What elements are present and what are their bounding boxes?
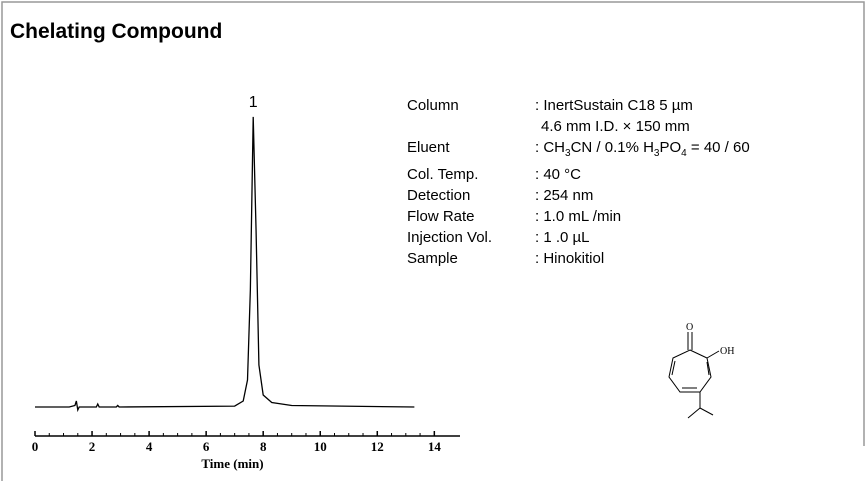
condition-row: Col. Temp. : 40 °C bbox=[407, 164, 750, 185]
subscript: 4 bbox=[681, 148, 687, 159]
condition-label: Column bbox=[407, 97, 459, 114]
condition-label bbox=[407, 116, 535, 137]
x-axis-label: Time (min) bbox=[201, 456, 263, 471]
text-segment: CN / 0.1% H bbox=[570, 139, 654, 156]
text-segment: PO bbox=[659, 139, 682, 156]
text-segment: : 1 .0 µL bbox=[535, 229, 590, 246]
trace bbox=[35, 116, 415, 413]
condition-row: Sample : Hinokitiol bbox=[407, 248, 750, 269]
x-tick-label: 12 bbox=[371, 439, 384, 454]
x-tick-label: 4 bbox=[146, 439, 153, 454]
x-tick-label: 14 bbox=[428, 439, 442, 454]
condition-label: Detection bbox=[407, 187, 471, 204]
condition-row: Flow Rate : 1.0 mL /min bbox=[407, 206, 750, 227]
text-segment: : Hinokitiol bbox=[535, 250, 605, 267]
x-tick-label: 0 bbox=[32, 439, 39, 454]
condition-label: Col. Temp. bbox=[407, 166, 479, 183]
conditions: Column : InertSustain C18 5 µm 4.6 mm I.D.… bbox=[407, 95, 750, 269]
condition-value: : 1 .0 µL bbox=[535, 227, 590, 248]
x-tick-label: 2 bbox=[89, 439, 96, 454]
condition-label: Sample bbox=[407, 250, 458, 267]
subscript: 3 bbox=[565, 148, 571, 159]
text-segment: : 40 °C bbox=[535, 166, 582, 183]
condition-value: : 254 nm bbox=[535, 185, 593, 206]
condition-value: : 40 °C bbox=[535, 164, 581, 185]
condition-label: Eluent bbox=[407, 139, 450, 156]
text-segment: : InertSustain C18 5 µm bbox=[535, 97, 693, 114]
condition-value: : Hinokitiol bbox=[535, 248, 604, 269]
x-tick-label: 8 bbox=[260, 439, 267, 454]
condition-value: : InertSustain C18 5 µm bbox=[535, 95, 693, 116]
chart-title: Chelating Compound bbox=[10, 20, 223, 43]
condition-label: Flow Rate bbox=[407, 208, 475, 225]
condition-label: Injection Vol. bbox=[407, 229, 493, 246]
condition-row: Column : InertSustain C18 5 µm bbox=[407, 95, 750, 116]
text-segment: = 40 / 60 bbox=[686, 139, 750, 156]
svg-text:O: O bbox=[686, 322, 693, 333]
text-segment: : 1.0 mL /min bbox=[535, 208, 622, 225]
text-segment: 4.6 mm I.D. × 150 mm bbox=[541, 118, 690, 135]
condition-row: Eluent: CH3CN / 0.1% H3PO4 = 40 / 60 bbox=[407, 137, 750, 164]
condition-value: : 1.0 mL /min bbox=[535, 206, 621, 227]
structure: O OH bbox=[668, 322, 734, 419]
x-tick-label: 6 bbox=[203, 439, 210, 454]
x-tick-label: 10 bbox=[314, 439, 327, 454]
condition-row: Detection : 254 nm bbox=[407, 185, 750, 206]
condition-value: 4.6 mm I.D. × 150 mm bbox=[535, 116, 690, 137]
text-segment: : 254 nm bbox=[535, 187, 594, 204]
peak-label: 1 bbox=[249, 94, 258, 111]
condition-row: Injection Vol. : 1 .0 µL bbox=[407, 227, 750, 248]
condition-row: 4.6 mm I.D. × 150 mm bbox=[407, 116, 750, 137]
text-segment: : CH bbox=[535, 139, 565, 156]
svg-text:OH: OH bbox=[720, 346, 734, 357]
subscript: 3 bbox=[653, 148, 660, 159]
condition-value: : CH3CN / 0.1% H3PO4 = 40 / 60 bbox=[535, 137, 750, 164]
